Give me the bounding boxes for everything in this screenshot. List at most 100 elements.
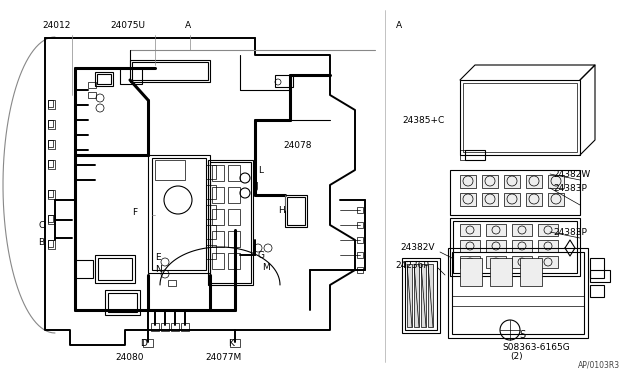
Bar <box>48 215 55 224</box>
Bar <box>357 222 363 228</box>
Bar <box>448 248 588 338</box>
Text: H: H <box>278 205 285 215</box>
Bar <box>405 261 437 330</box>
Text: 24382W: 24382W <box>553 170 590 179</box>
Bar <box>486 256 506 268</box>
Bar <box>212 165 224 181</box>
Bar <box>151 323 159 331</box>
Bar <box>526 175 542 188</box>
Bar <box>161 323 169 331</box>
Bar <box>228 253 240 269</box>
Bar <box>486 240 506 252</box>
Bar <box>548 175 564 188</box>
Bar <box>407 264 412 327</box>
Bar <box>460 256 480 268</box>
Bar <box>452 252 584 334</box>
Bar <box>357 267 363 273</box>
Bar <box>48 120 55 129</box>
Bar <box>168 280 176 286</box>
Text: AP/0103R3: AP/0103R3 <box>578 360 620 369</box>
Text: N: N <box>155 266 162 275</box>
Bar <box>450 170 580 215</box>
Bar <box>512 256 532 268</box>
Bar <box>95 72 113 86</box>
Bar <box>460 193 476 206</box>
Bar <box>453 221 577 273</box>
Bar <box>48 190 55 199</box>
Bar <box>181 323 189 331</box>
Bar <box>357 252 363 258</box>
Text: 24236P: 24236P <box>395 260 429 269</box>
Bar <box>228 209 240 225</box>
Text: 24077M: 24077M <box>205 353 241 362</box>
Text: L: L <box>258 166 263 174</box>
Bar <box>460 80 580 155</box>
Text: A: A <box>185 20 191 29</box>
Bar <box>97 74 111 84</box>
Text: 24012: 24012 <box>42 20 70 29</box>
Text: 24075U: 24075U <box>110 20 145 29</box>
Text: 24382V: 24382V <box>400 244 435 253</box>
Bar <box>206 185 216 199</box>
Bar <box>414 264 419 327</box>
Text: J: J <box>255 182 258 190</box>
Bar <box>590 285 604 297</box>
Bar <box>490 258 512 286</box>
Bar <box>228 187 240 203</box>
Bar <box>463 83 577 152</box>
Bar <box>48 100 53 107</box>
Bar <box>450 218 580 276</box>
Bar <box>357 207 363 213</box>
Bar <box>155 160 185 180</box>
Bar <box>48 215 53 222</box>
Bar <box>512 224 532 236</box>
Text: M: M <box>262 263 269 273</box>
Bar <box>212 253 224 269</box>
Bar <box>48 190 53 197</box>
Bar <box>48 160 53 167</box>
Bar <box>548 193 564 206</box>
Bar <box>460 224 480 236</box>
Bar <box>512 240 532 252</box>
Bar <box>98 258 132 280</box>
Text: 24383P: 24383P <box>553 183 587 192</box>
Bar <box>504 193 520 206</box>
Text: 24080: 24080 <box>115 353 143 362</box>
Bar <box>208 160 253 285</box>
Bar <box>590 258 604 278</box>
Text: (2): (2) <box>510 353 523 362</box>
Bar <box>357 237 363 243</box>
Text: B: B <box>38 237 44 247</box>
Bar <box>206 225 216 239</box>
Bar <box>287 197 305 225</box>
Bar <box>152 158 206 270</box>
Bar <box>88 92 96 98</box>
Bar <box>482 175 498 188</box>
Text: C: C <box>38 221 44 230</box>
Bar <box>120 68 142 84</box>
Bar <box>460 240 480 252</box>
Bar <box>148 155 210 273</box>
Text: 24078: 24078 <box>283 141 312 150</box>
Bar <box>421 264 426 327</box>
Bar <box>108 293 137 312</box>
Bar <box>504 175 520 188</box>
Bar <box>212 209 224 225</box>
Bar <box>206 205 216 219</box>
Bar <box>538 256 558 268</box>
Text: G: G <box>258 250 265 260</box>
Text: D: D <box>140 340 147 349</box>
Bar <box>452 296 584 306</box>
Bar <box>285 195 307 227</box>
Text: S08363-6165G: S08363-6165G <box>502 343 570 352</box>
Bar <box>48 140 55 149</box>
Bar <box>48 140 53 147</box>
Bar <box>538 240 558 252</box>
Bar <box>520 258 542 286</box>
Text: F: F <box>132 208 137 217</box>
Bar <box>538 224 558 236</box>
Bar <box>590 270 610 282</box>
Bar <box>460 175 476 188</box>
Text: 24383P: 24383P <box>553 228 587 237</box>
Text: S: S <box>519 330 525 340</box>
